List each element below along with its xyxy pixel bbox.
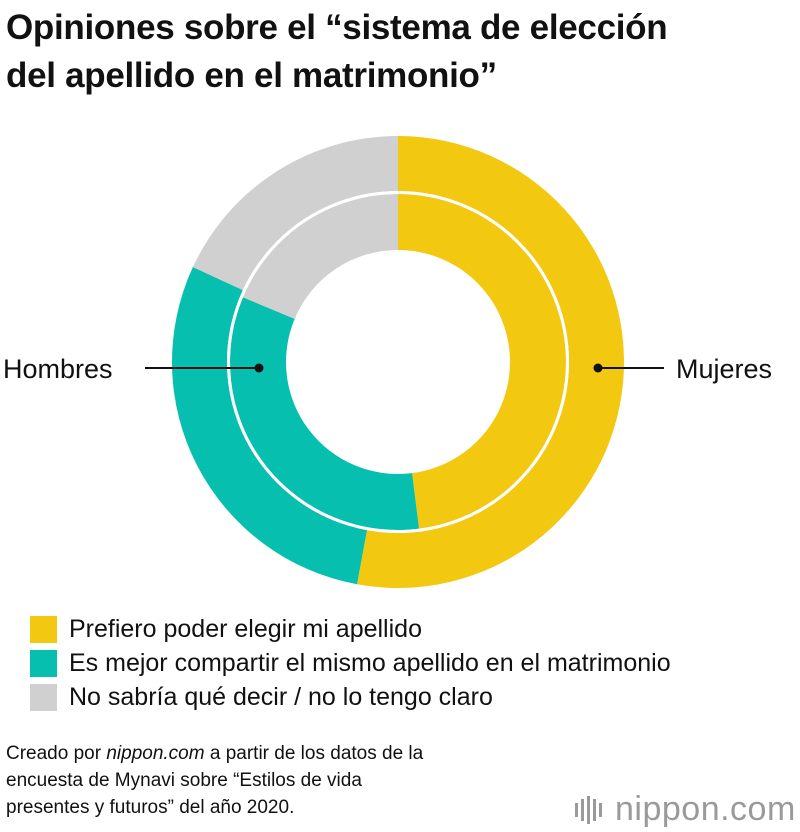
label-mujeres-text: Mujeres [676,354,772,384]
logo-bars-icon [575,795,605,824]
legend-item-prefiero: Prefiero poder elegir mi apellido [30,612,671,646]
source-line-1: Creado por nippon.com a partir de los da… [6,740,423,767]
legend-label: Prefiero poder elegir mi apellido [69,614,422,643]
chart-title-line-2: del apellido en el matrimonio” [6,56,497,95]
label-hombres-text: Hombres [3,354,113,384]
legend: Prefiero poder elegir mi apellido Es mej… [30,612,671,714]
slice-mujeres-prefiero [357,136,625,588]
label-hombres: Hombres [3,354,264,384]
legend-swatch-yellow [30,615,57,643]
inner-ring-hombres [227,191,569,533]
legend-swatch-teal [30,649,57,677]
nippon-logo: nippon.com [575,790,796,829]
legend-item-compartir: Es mejor compartir el mismo apellido en … [30,646,671,680]
ring-separator [227,191,569,533]
source-note: Creado por nippon.com a partir de los da… [6,740,423,821]
slice-mujeres-compartir [172,267,368,585]
source-line-1-rest: a partir de los datos de la [204,743,424,764]
source-line-3: presentes y futuros” del año 2020. [6,797,295,818]
source-site: nippon.com [106,743,205,764]
slice-mujeres-no-sabria [192,136,398,291]
slice-hombres-prefiero [398,194,567,529]
donut-chart: Mujeres Hombres [3,136,772,588]
legend-label: No sabría qué decir / no lo tengo claro [69,682,493,711]
legend-label: Es mejor compartir el mismo apellido en … [69,648,671,677]
chart-title: Opiniones sobre el “sistema de elección … [6,4,796,100]
slice-hombres-no-sabria [242,194,398,319]
legend-swatch-gray [30,683,57,711]
label-mujeres: Mujeres [593,354,772,384]
chart-title-line-1: Opiniones sobre el “sistema de elección [6,8,668,47]
source-line-2: encuesta de Mynavi sobre “Estilos de vid… [6,770,362,791]
legend-item-no-sabria: No sabría qué decir / no lo tengo claro [30,680,671,714]
logo-text: nippon.com [615,790,796,828]
outer-ring-mujeres [172,136,625,588]
source-prefix: Creado por [6,743,107,764]
slice-hombres-compartir [230,297,420,530]
